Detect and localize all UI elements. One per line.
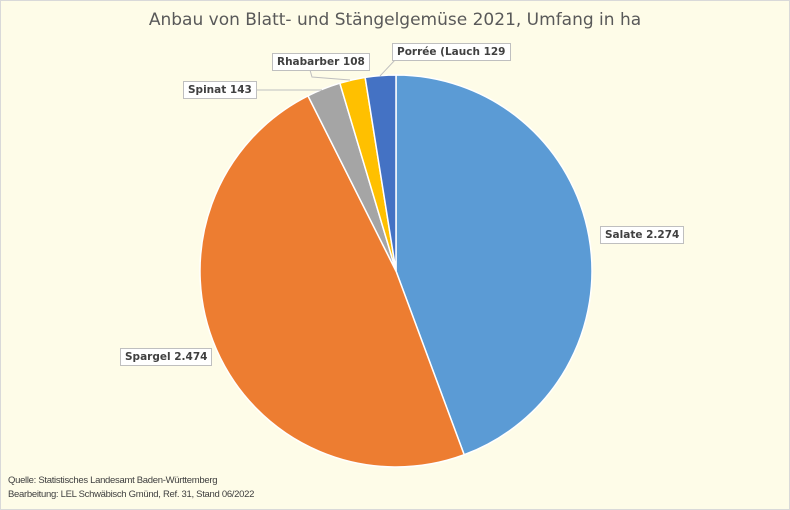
leader-line-4 bbox=[379, 59, 396, 77]
data-label-1: Spargel 2.474 bbox=[120, 348, 213, 366]
chart-title: Anbau von Blatt- und Stängelgemüse 2021,… bbox=[148, 10, 642, 30]
pie-slice-spargel bbox=[199, 94, 466, 468]
editor-note: Bearbeitung: LEL Schwäbisch Gmünd, Ref. … bbox=[8, 489, 255, 500]
data-label-3: Rhabarber 108 bbox=[272, 53, 370, 71]
source-note: Quelle: Statistisches Landesamt Baden-Wü… bbox=[8, 475, 218, 486]
data-label-0: Salate 2.274 bbox=[600, 226, 685, 244]
leader-line-3 bbox=[309, 69, 351, 81]
data-label-4: Porrée (Lauch 129 bbox=[392, 43, 511, 61]
data-label-2: Spinat 143 bbox=[183, 81, 257, 99]
pie-slice-salate bbox=[395, 74, 593, 456]
